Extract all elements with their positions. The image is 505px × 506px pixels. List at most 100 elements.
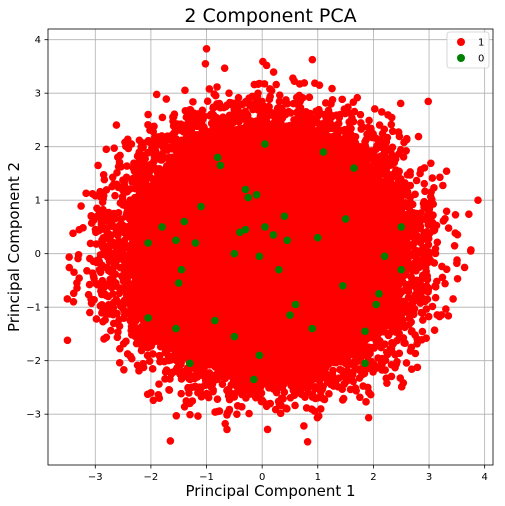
red-cluster-point: [99, 205, 107, 214]
red-cluster-point: [362, 135, 370, 144]
chart-title: 2 Component PCA: [184, 5, 356, 27]
red-cluster-point: [278, 383, 287, 392]
red-cluster-point: [283, 122, 291, 131]
red-cluster-point: [400, 210, 409, 219]
red-point: [277, 394, 286, 402]
green-point: [244, 193, 253, 202]
red-point: [92, 315, 101, 323]
legend-label: 0: [478, 54, 484, 65]
green-point: [339, 281, 347, 290]
red-point: [255, 79, 264, 88]
red-cluster-point: [352, 143, 361, 152]
red-cluster-point: [338, 396, 347, 404]
red-cluster-point: [328, 95, 337, 104]
red-cluster-point: [382, 348, 391, 357]
y-tick-label: 3: [35, 89, 41, 100]
red-cluster-point: [337, 366, 346, 375]
red-cluster-point: [411, 190, 419, 199]
red-cluster-point: [333, 126, 342, 135]
red-cluster-point: [283, 405, 291, 413]
red-cluster-point: [195, 132, 204, 140]
red-cluster-point: [465, 210, 473, 218]
red-cluster-point: [318, 385, 327, 393]
red-cluster-point: [155, 380, 163, 388]
red-point: [377, 108, 386, 116]
red-cluster-point: [405, 283, 413, 291]
red-cluster-point: [287, 376, 295, 385]
red-cluster-point: [309, 127, 318, 135]
red-cluster-point: [98, 303, 106, 311]
red-cluster-point: [450, 242, 459, 250]
red-cluster-point: [356, 152, 364, 161]
red-cluster-point: [355, 365, 364, 373]
red-cluster-point: [210, 118, 218, 126]
red-cluster-point: [108, 173, 117, 182]
red-cluster-point: [130, 322, 139, 331]
green-point: [250, 375, 258, 384]
red-cluster-point: [414, 233, 422, 242]
red-cluster-point: [414, 132, 423, 141]
red-cluster-point: [296, 104, 304, 112]
red-point: [83, 267, 91, 275]
red-cluster-point: [224, 385, 233, 394]
red-cluster-point: [438, 273, 447, 282]
red-cluster-point: [130, 167, 139, 176]
red-cluster-point: [335, 140, 344, 149]
red-cluster-point: [409, 307, 417, 315]
x-axis-label: Principal Component 1: [185, 482, 355, 500]
red-cluster-point: [93, 212, 102, 220]
red-cluster-point: [63, 295, 72, 303]
red-cluster-point: [98, 276, 107, 285]
red-cluster-point: [113, 309, 121, 318]
red-cluster-point: [380, 148, 389, 156]
red-cluster-point: [221, 123, 230, 131]
red-cluster-point: [304, 123, 313, 131]
green-point: [197, 202, 205, 211]
red-cluster-point: [422, 286, 431, 295]
red-cluster-point: [267, 123, 276, 131]
red-cluster-point: [301, 393, 309, 401]
red-cluster-point: [116, 151, 124, 160]
x-tick-label: 4: [481, 472, 487, 483]
red-cluster-point: [225, 405, 234, 414]
red-cluster-point: [421, 297, 429, 306]
red-cluster-point: [356, 393, 364, 402]
red-cluster-point: [397, 288, 406, 297]
red-cluster-point: [115, 322, 124, 330]
red-cluster-point: [215, 99, 224, 108]
red-cluster-point: [118, 223, 127, 232]
red-cluster-point: [102, 214, 111, 223]
red-cluster-point: [122, 173, 131, 182]
red-cluster-point: [73, 284, 81, 292]
red-cluster-point: [308, 373, 316, 382]
red-cluster-point: [87, 212, 96, 220]
red-cluster-point: [362, 157, 371, 165]
red-cluster-point: [165, 386, 174, 394]
red-point: [127, 140, 136, 148]
red-cluster-point: [276, 373, 285, 382]
red-cluster-point: [335, 374, 343, 383]
red-cluster-point: [373, 325, 381, 333]
red-cluster-point: [390, 191, 398, 200]
red-cluster-point: [146, 126, 154, 134]
red-cluster-point: [266, 399, 275, 408]
red-cluster-point: [424, 220, 433, 229]
red-cluster-point: [171, 127, 179, 136]
red-cluster-point: [211, 128, 220, 136]
red-cluster-point: [177, 360, 185, 369]
green-point: [275, 265, 283, 274]
red-cluster-point: [351, 357, 360, 365]
red-cluster-point: [411, 213, 420, 222]
red-point: [74, 250, 83, 259]
red-cluster-point: [424, 312, 433, 321]
red-cluster-point: [449, 295, 457, 303]
red-point: [94, 161, 102, 170]
red-cluster-point: [228, 116, 237, 125]
red-cluster-point: [137, 143, 145, 151]
red-cluster-point: [144, 136, 153, 145]
green-point: [375, 290, 383, 298]
red-point: [236, 386, 244, 394]
red-cluster-point: [428, 174, 437, 182]
red-cluster-point: [145, 357, 154, 365]
